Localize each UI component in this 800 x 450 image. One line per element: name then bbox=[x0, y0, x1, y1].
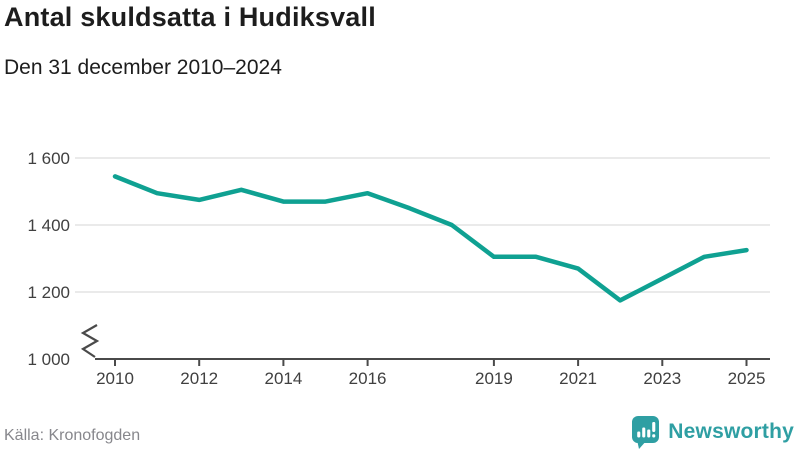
newsworthy-bubble-icon bbox=[632, 416, 660, 449]
x-tick-label: 2010 bbox=[96, 369, 134, 388]
x-tick-label: 2021 bbox=[559, 369, 597, 388]
logo-bar-small bbox=[637, 431, 641, 438]
page-subtitle: Den 31 december 2010–2024 bbox=[4, 56, 282, 79]
logo-bar-medium bbox=[647, 429, 651, 438]
logo-bubble-tail bbox=[637, 440, 648, 449]
logo-bar-tall bbox=[642, 427, 646, 438]
axis-break-icon bbox=[80, 324, 100, 358]
newsworthy-logo: Newsworthy bbox=[630, 414, 794, 450]
data-line-antal-skuldsatta bbox=[112, 174, 749, 303]
x-tick-label: 2016 bbox=[349, 369, 387, 388]
newsworthy-wordmark: Newsworthy bbox=[668, 420, 794, 443]
y-tick-label: 1 200 bbox=[27, 283, 70, 302]
x-tick-label: 2025 bbox=[728, 369, 766, 388]
page-title: Antal skuldsatta i Hudiksvall bbox=[4, 2, 376, 32]
y-tick-label: 1 400 bbox=[27, 216, 70, 235]
x-tick-label: 2014 bbox=[264, 369, 302, 388]
logo-exclamation-dot bbox=[652, 434, 656, 438]
x-tick-label: 2023 bbox=[643, 369, 681, 388]
source-note: Källa: Kronofogden bbox=[4, 427, 141, 444]
x-tick-label: 2012 bbox=[180, 369, 218, 388]
y-tick-label: 1 000 bbox=[27, 350, 70, 369]
x-tick-label: 2019 bbox=[475, 369, 513, 388]
logo-exclamation-stem bbox=[652, 422, 656, 432]
y-tick-label: 1 600 bbox=[27, 149, 70, 168]
